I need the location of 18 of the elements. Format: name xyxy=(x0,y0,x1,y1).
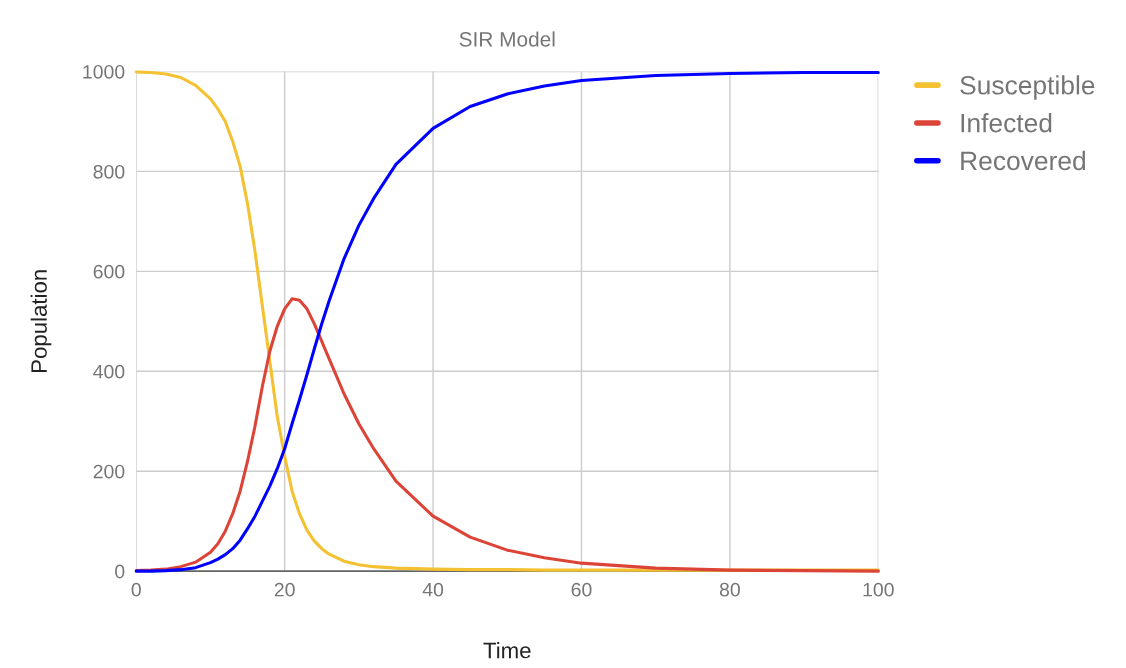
x-tick-label: 40 xyxy=(422,582,444,597)
y-tick-label: 800 xyxy=(93,164,125,179)
y-axis-title: Population xyxy=(30,270,52,372)
y-tick-label: 1000 xyxy=(83,64,125,79)
y-tick-label: 400 xyxy=(93,364,125,379)
x-tick-label: 0 xyxy=(131,582,141,597)
y-tick-label: 200 xyxy=(93,464,125,479)
x-tick-label: 80 xyxy=(719,582,740,597)
y-tick-label: 0 xyxy=(115,564,125,579)
chart-title: SIR Model xyxy=(459,31,555,47)
x-tick-label: 100 xyxy=(863,582,894,597)
x-tick-label: 20 xyxy=(274,582,295,597)
x-tick-label: 60 xyxy=(571,582,592,597)
y-tick-label: 600 xyxy=(93,264,125,279)
legend-label: Recovered xyxy=(961,150,1086,171)
x-axis-title: Time xyxy=(483,642,531,659)
legend-label: Susceptible xyxy=(960,75,1095,100)
legend-label: Infected xyxy=(961,113,1052,133)
